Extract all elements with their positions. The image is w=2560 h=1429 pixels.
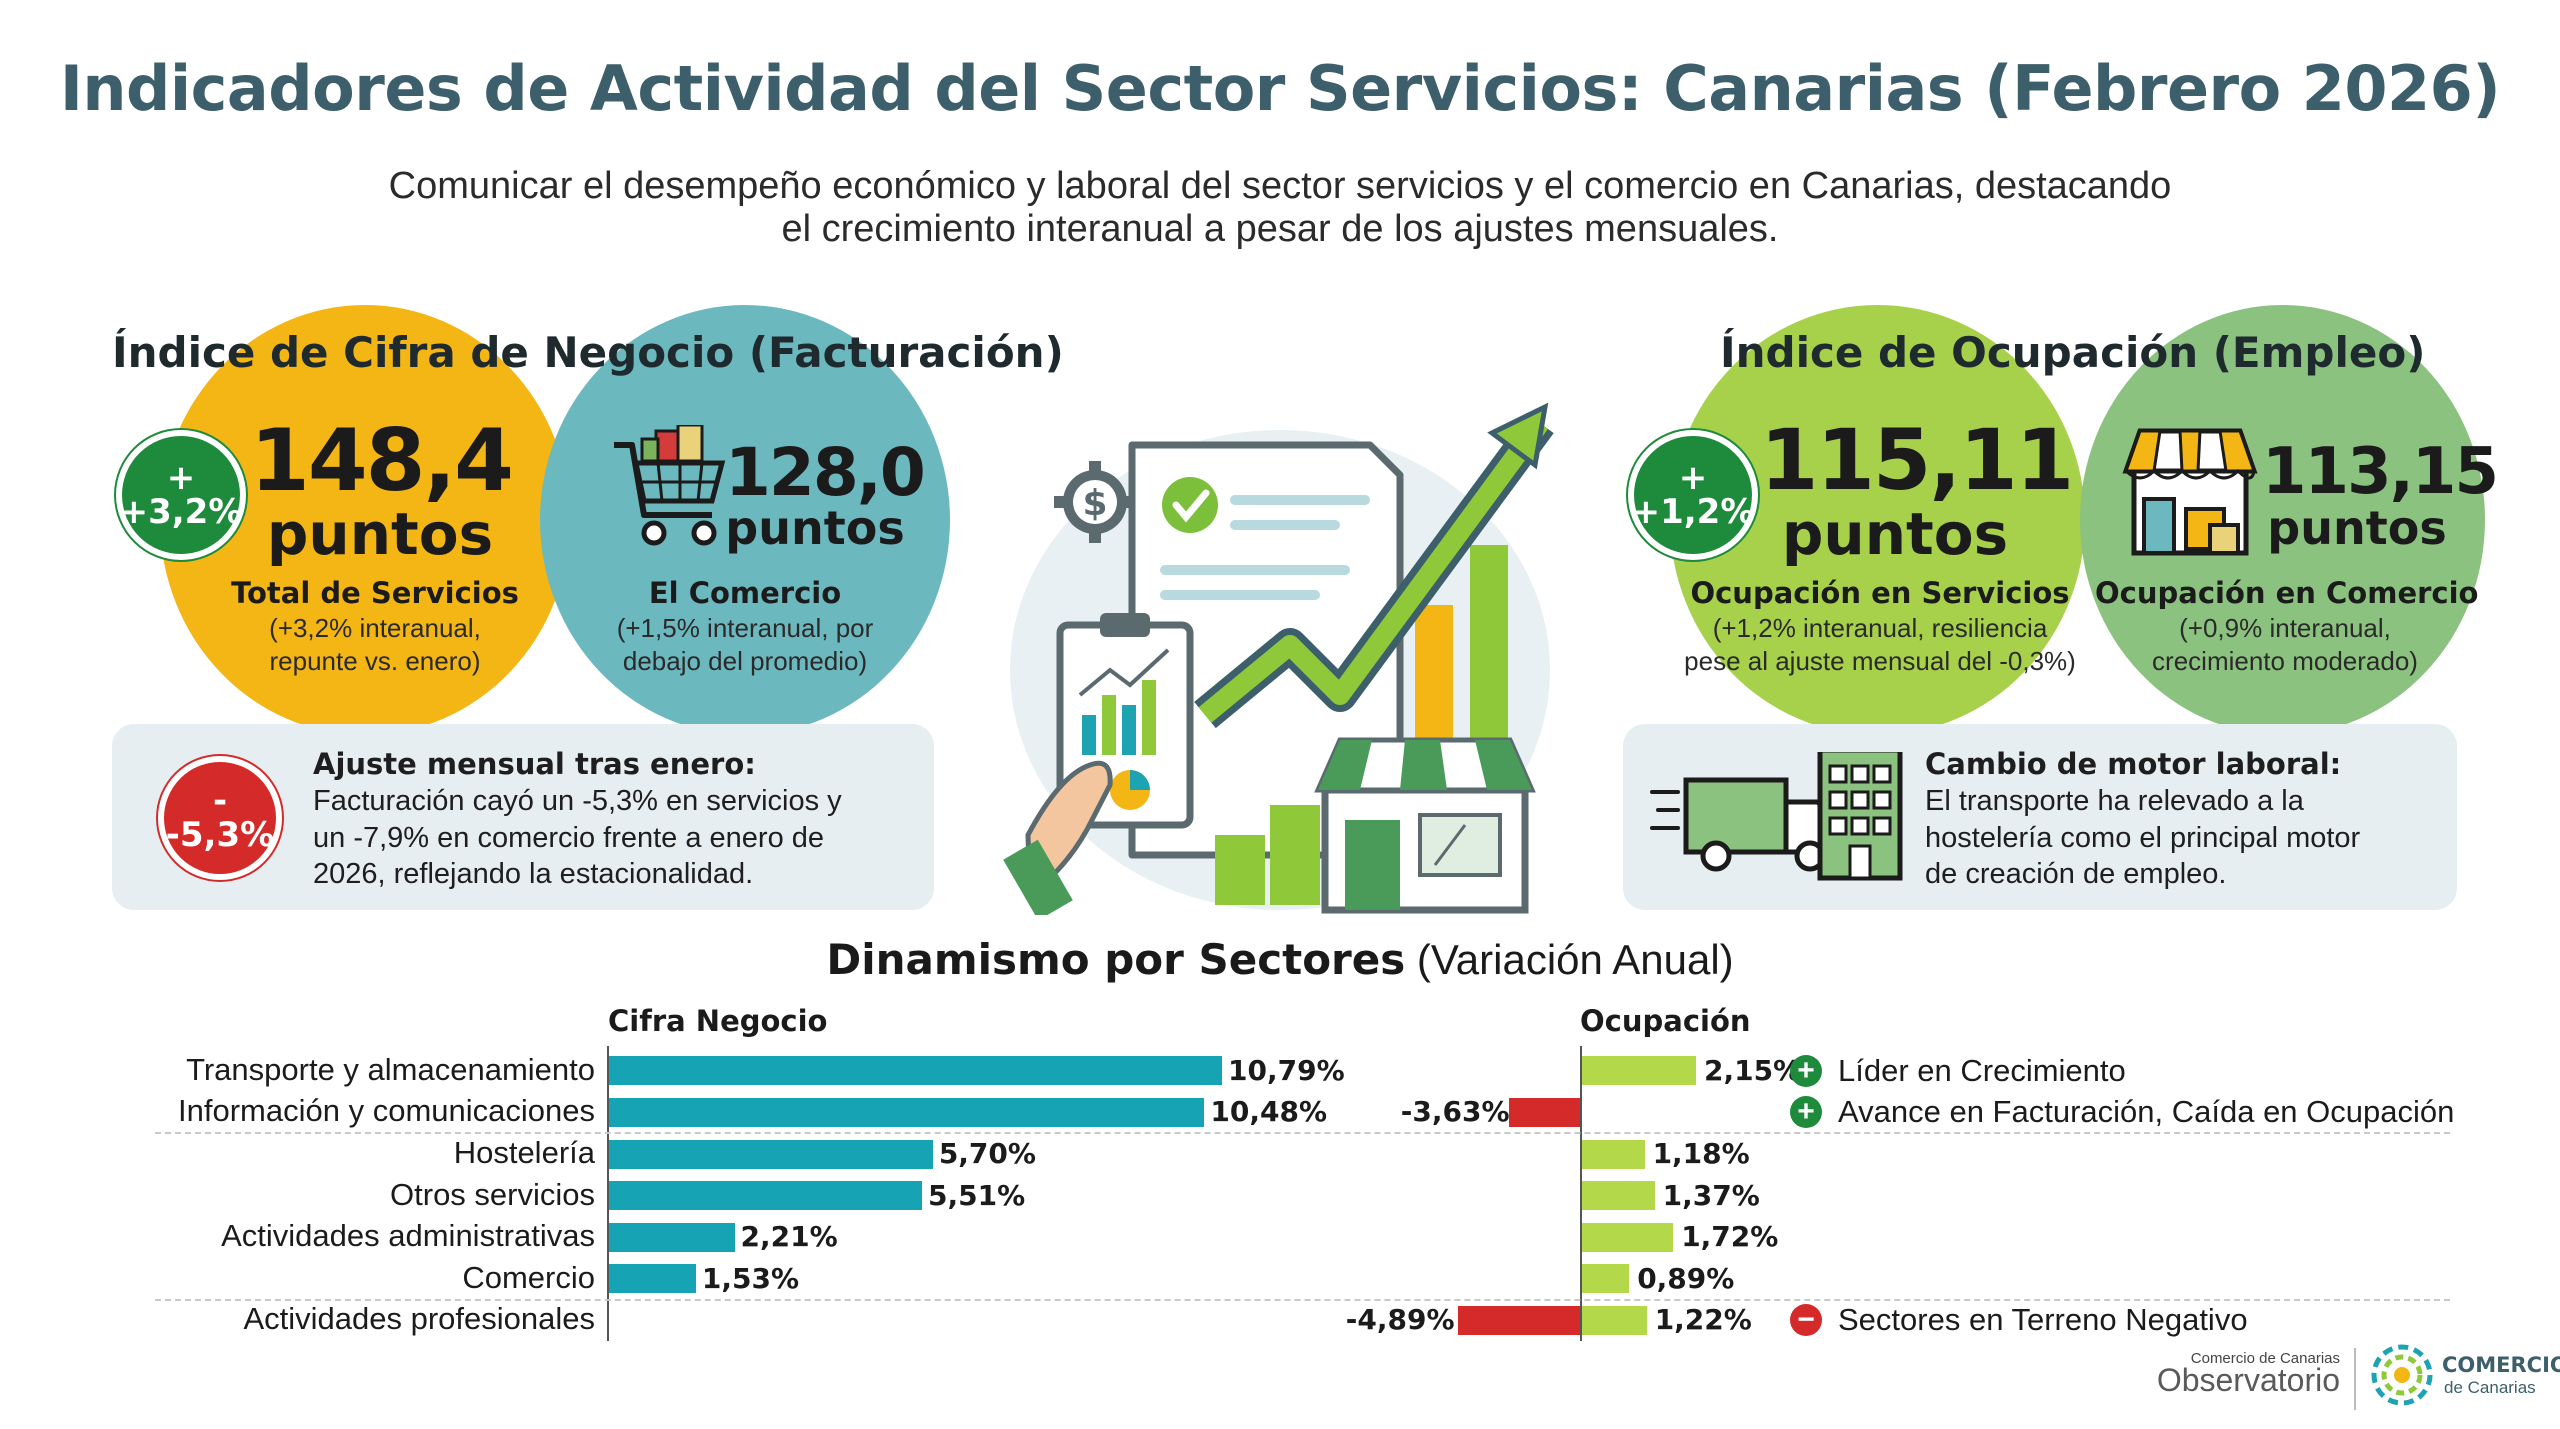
cifra-negocio-value-label: 10,79%: [1228, 1053, 1345, 1087]
cifra-negocio-axis: [607, 1046, 609, 1342]
category-label: Transporte y almacenamiento: [186, 1051, 595, 1087]
servicios-facturacion-note: (+3,2% interanual, repunte vs. enero): [269, 613, 481, 677]
chart-annotation: + Avance en Facturación, Caída en Ocupaci…: [1790, 1094, 2454, 1130]
comercio-facturacion-unit: puntos: [725, 501, 905, 555]
ocupacion-bar: [1582, 1305, 1647, 1335]
cifra-negocio-value-label: 5,70%: [938, 1137, 1036, 1170]
comercio-facturacion-circle: [540, 305, 950, 735]
badge-sign: +: [166, 458, 196, 498]
motor-laboral-text: Cambio de motor laboral: El transporte h…: [1925, 747, 2361, 890]
cifra-negocio-bar: [609, 1139, 933, 1169]
delivery-truck-icon: [1650, 752, 1903, 881]
observatorio-small-text: Comercio de Canarias: [2190, 1350, 2340, 1367]
observatorio-logo-text: Observatorio: [2156, 1362, 2340, 1398]
category-label: Actividades profesionales: [243, 1301, 595, 1337]
subtitle-line-1: Comunicar el desempeño económico y labor…: [388, 165, 2172, 207]
page-title: Indicadores de Actividad del Sector Serv…: [59, 52, 2501, 125]
ocupacion-axis: [1580, 1046, 1582, 1342]
chart-annotation: + Líder en Crecimiento: [1790, 1053, 2126, 1089]
servicios-facturacion-value: 148,4: [250, 411, 514, 511]
comercio-facturacion-label: El Comercio: [648, 576, 842, 610]
cifra-negocio-bar: [609, 1056, 1222, 1086]
minus-circle-icon: −: [1790, 1304, 1822, 1337]
row-separator: [155, 1298, 2450, 1301]
ocupacion-heading: Índice de Ocupación (Empleo): [1720, 328, 2426, 377]
plus-circle-icon: +: [1790, 1054, 1822, 1087]
ocupacion-value-label: 1,22%: [1654, 1303, 1752, 1337]
ocupacion-value-label: 1,72%: [1681, 1220, 1779, 1254]
comercio-ocupacion-value: 113,15: [2262, 435, 2499, 509]
ocupacion-value-label: 1,37%: [1662, 1178, 1760, 1212]
ocupacion-bar: [1582, 1264, 1630, 1294]
brand-logo-subtext: de Canarias: [2444, 1378, 2536, 1397]
comercio-ocupacion-label: Ocupación en Comercio: [2095, 576, 2479, 610]
ocupacion-bar: [1582, 1181, 1655, 1211]
comercio-ocupacion-note: (+0,9% interanual, crecimiento moderado): [2152, 613, 2418, 677]
category-label: Hostelería: [453, 1135, 595, 1170]
annotation-text: Avance en Facturación, Caída en Ocupació…: [1838, 1094, 2455, 1130]
ocupacion-bar: [1508, 1097, 1580, 1127]
cifra-negocio-bar: [609, 1222, 735, 1252]
cifra-negocio-bar: [1457, 1305, 1580, 1335]
brand-logo-text: COMERCIO: [2442, 1353, 2560, 1377]
category-label: Otros servicios: [390, 1176, 595, 1212]
badge-value: +3,2%: [119, 492, 243, 532]
ajuste-mensual-text: Ajuste mensual tras enero: Facturación c…: [313, 747, 842, 890]
servicios-ocupacion-unit: puntos: [1781, 500, 2009, 568]
cifra-negocio-bar: [609, 1264, 696, 1294]
cifra-negocio-value-label: 5,51%: [928, 1178, 1026, 1212]
facturacion-heading: Índice de Cifra de Negocio (Facturación): [112, 328, 1064, 377]
servicios-ocupacion-value: 115,11: [1760, 411, 2074, 509]
storefront-icon: [2122, 428, 2258, 556]
growth-illustration: $: [1003, 402, 1554, 915]
chart-annotation: − Sectores en Terreno Negativo: [1790, 1302, 2248, 1338]
ocupacion-bar: [1582, 1056, 1696, 1086]
chart-title: Dinamismo por Sectores (Variación Anual): [826, 935, 1734, 984]
ocupacion-value-label: 0,89%: [1637, 1261, 1735, 1295]
cifra-negocio-value-label: 10,48%: [1210, 1095, 1327, 1129]
annotation-text: Líder en Crecimiento: [1838, 1052, 2126, 1088]
ocupacion-bar: [1582, 1139, 1645, 1169]
cifra-negocio-bar: [609, 1181, 923, 1211]
cifra-negocio-bar: [609, 1097, 1205, 1127]
comercio-facturacion-note: (+1,5% interanual, por debajo del promedi…: [616, 613, 874, 677]
comercio-facturacion-value: 128,0: [725, 434, 926, 511]
ocupacion-value-label: 1,18%: [1652, 1137, 1750, 1170]
servicios-facturacion-unit: puntos: [266, 500, 494, 568]
footer-divider: [2354, 1348, 2356, 1410]
svg-text:$: $: [1082, 483, 1107, 524]
row-separator: [155, 1132, 2450, 1135]
ocupacion-growth-badge: + +1,2%: [1628, 430, 1758, 560]
comercio-ocupacion-unit: puntos: [2267, 501, 2447, 555]
shopping-cart-icon: [614, 425, 726, 546]
category-label: Información y comunicaciones: [178, 1093, 595, 1129]
servicios-facturacion-label: Total de Servicios: [231, 576, 519, 610]
gear-dollar-icon: $: [1054, 461, 1136, 543]
category-label: Actividades administrativas: [221, 1218, 595, 1254]
cifra-negocio-value-label: -4,89%: [1345, 1303, 1455, 1337]
ocupacion-value-label: -3,63%: [1400, 1095, 1510, 1129]
category-label: Comercio: [462, 1259, 595, 1295]
ocupacion-column-header: Ocupación: [1580, 1004, 1751, 1038]
cifra-negocio-value-label: 1,53%: [701, 1261, 800, 1295]
annotation-text: Sectores en Terreno Negativo: [1838, 1302, 2248, 1338]
subtitle-line-2: el crecimiento interanual a pesar de los…: [781, 208, 1779, 250]
facturacion-growth-badge: + +3,2%: [116, 430, 246, 560]
ajuste-mensual-badge: - -5,3%: [158, 756, 282, 880]
cifra-negocio-value-label: 2,21%: [740, 1220, 838, 1254]
ocupacion-value-label: 2,15%: [1704, 1053, 1802, 1087]
ocupacion-bar: [1582, 1222, 1674, 1252]
servicios-ocupacion-note: (+1,2% interanual, resiliencia pese al aj…: [1684, 613, 2076, 677]
cifra-negocio-column-header: Cifra Negocio: [608, 1004, 828, 1038]
comercio-canarias-logo-icon: [2371, 1344, 2433, 1406]
plus-circle-icon: +: [1790, 1096, 1822, 1129]
servicios-ocupacion-label: Ocupación en Servicios: [1690, 576, 2070, 610]
